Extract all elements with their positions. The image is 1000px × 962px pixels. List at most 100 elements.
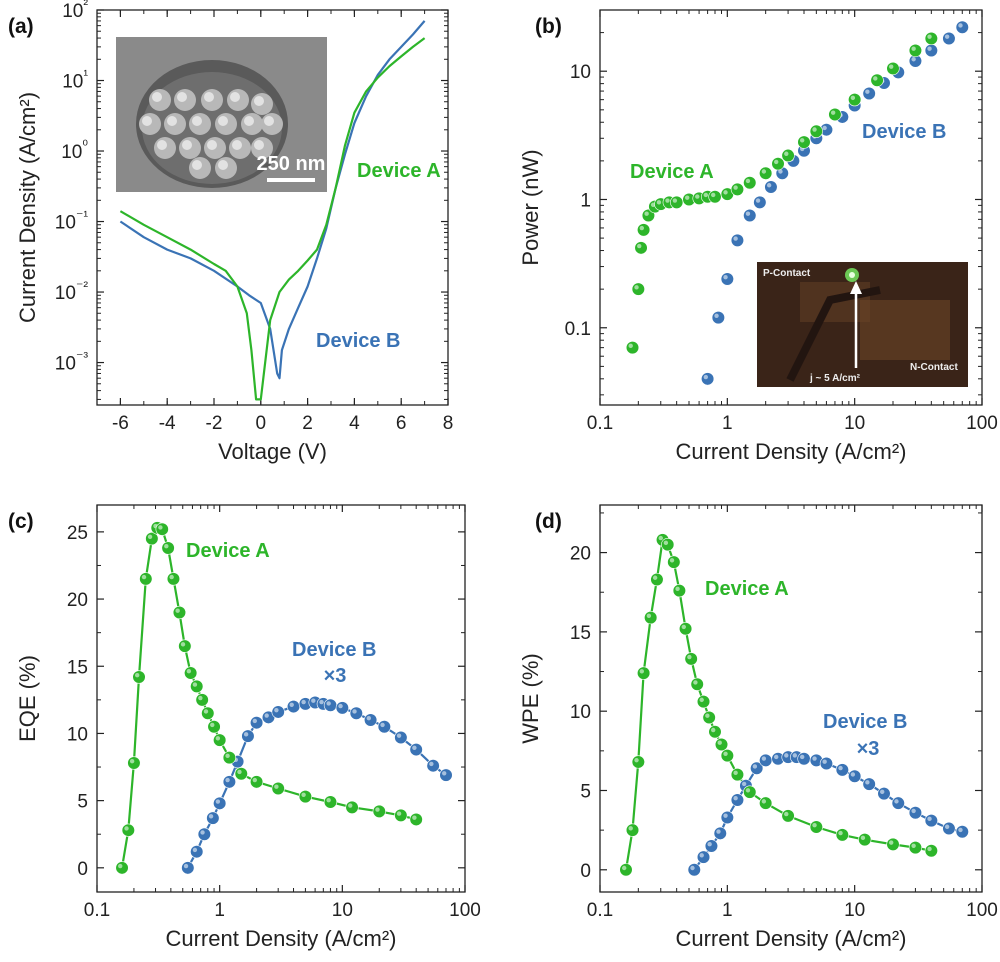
series-device-a-point-highlight [812, 822, 817, 828]
series-device-a-point-highlight [888, 64, 894, 69]
scalebar [267, 178, 315, 182]
series-device-a-point-highlight [675, 586, 680, 592]
series-device-a-point-highlight [663, 540, 669, 546]
x-tick-label: -6 [112, 413, 129, 434]
x-tick-label: 1 [214, 900, 225, 921]
series-device-b-point [335, 701, 349, 715]
series-device-a-point [213, 733, 227, 747]
series-device-a-point-highlight [147, 534, 153, 539]
panel-d: 0.1 1 10 100 0 5 10 15 20 Current Density (A/cm²)… [518, 504, 998, 951]
y-tick-label: 10⁻² [55, 278, 89, 304]
series-device-a-point [730, 182, 745, 196]
series-device-a-point-highlight [652, 575, 658, 580]
series-device-b-point [862, 777, 876, 791]
series-device-a-point-highlight [210, 722, 215, 728]
series-device-a-point-highlight [135, 673, 140, 678]
series-device-a-point [835, 828, 849, 842]
series-device-b-point [364, 713, 378, 727]
panel-label-d: (d) [535, 510, 562, 533]
y-axis-label: EQE (%) [15, 655, 40, 742]
x-tick-label: -2 [206, 413, 223, 434]
series-device-b-point [222, 775, 236, 789]
legend-device-b: Device B [862, 121, 947, 143]
series-device-b-point-highlight [752, 764, 758, 769]
series-device-b-point [271, 705, 285, 719]
series-device-b-point-highlight [429, 761, 434, 767]
sem-nanostructure-highlight [254, 140, 264, 150]
y-tick-exponent: ⁻³ [76, 349, 88, 365]
series-device-a-point [394, 808, 408, 823]
series-device-a-point [759, 796, 773, 810]
series-device-a-point-highlight [710, 192, 716, 198]
series-device-b-point-highlight [741, 781, 747, 787]
sem-nanostructure-highlight [218, 116, 228, 126]
series-device-a-point [730, 768, 745, 782]
series-device-a-point-highlight [644, 211, 649, 216]
series-device-a-point [625, 823, 640, 837]
series-device-b-point-highlight [301, 699, 306, 705]
series-device-a-point-highlight [658, 535, 663, 541]
x-axis-label: Current Density (A/cm²) [165, 926, 396, 951]
legend-device-a: Device A [357, 160, 441, 182]
series-device-b-point [797, 752, 811, 766]
series-device-a-point-highlight [192, 682, 198, 687]
series-device-a-point-highlight [639, 669, 645, 674]
series-device-a-point [672, 584, 686, 598]
series-device-b-point [206, 811, 220, 825]
series-device-b-point [181, 861, 195, 875]
series-device-b-point [730, 793, 745, 807]
series-device-a-point [924, 844, 938, 858]
series-device-a-point-highlight [301, 792, 306, 797]
series-device-b-point-highlight [911, 57, 916, 62]
y-tick-label: 10² [62, 0, 88, 22]
x-tick-label: 1 [722, 900, 733, 921]
series-device-a-point [172, 605, 187, 620]
series-device-a-point-highlight [830, 110, 836, 115]
series-device-a-point [924, 31, 938, 46]
series-device-a-point [195, 693, 209, 707]
y-tick-label: 0 [77, 859, 88, 880]
series-device-a-point-highlight [774, 159, 779, 165]
series-device-a-point-highlight [873, 76, 878, 81]
x-tick-label: -4 [159, 413, 176, 434]
series-device-a-point [720, 748, 734, 763]
series-device-b-point-highlight [412, 745, 417, 750]
series-device-b-point-highlight [274, 707, 279, 713]
series-device-b-point [241, 729, 255, 743]
series-device-b-point-highlight [200, 830, 205, 835]
plot-frame [599, 9, 983, 406]
legend-device-a: Device A [186, 540, 270, 562]
series-device-b-point [323, 698, 338, 712]
series-device-a-point [797, 135, 811, 149]
series-device-a-point [372, 804, 386, 818]
x-tick-label: 2 [302, 413, 313, 434]
series-device-b-point [730, 233, 745, 247]
sem-nanostructure-highlight [230, 92, 240, 102]
series-device-a-point [650, 572, 664, 587]
series-device-a-point-highlight [141, 574, 147, 580]
series-device-a-point [207, 720, 221, 734]
series-device-a-point [155, 522, 169, 536]
series-device-b-point-highlight [183, 863, 189, 869]
y-axis-label: Power (nW) [518, 149, 543, 265]
scalebar-label: 250 nm [257, 153, 326, 175]
series-device-b-point [426, 759, 440, 773]
series-device-a-point-highlight [784, 811, 789, 817]
series-device-a-point-highlight [687, 654, 692, 660]
series-device-a-point [625, 341, 640, 355]
scale-factor-label: ×3 [324, 665, 347, 687]
series-device-b-point-highlight [208, 814, 214, 819]
series-device-b-point [891, 796, 905, 810]
series-device-b-point-highlight [745, 211, 751, 216]
series-device-a-point [184, 666, 198, 680]
series-device-a-point [690, 677, 704, 691]
series-device-b-point-highlight [812, 756, 817, 761]
x-tick-label: 6 [396, 413, 407, 434]
y-tick-label: 10 [67, 724, 88, 745]
series-device-a-point [634, 241, 648, 255]
series-device-a-points [115, 521, 423, 875]
series-device-b-point-highlight [723, 274, 728, 280]
series-device-a-point-highlight [412, 815, 417, 820]
y-tick-exponent: ⁻¹ [76, 208, 88, 224]
